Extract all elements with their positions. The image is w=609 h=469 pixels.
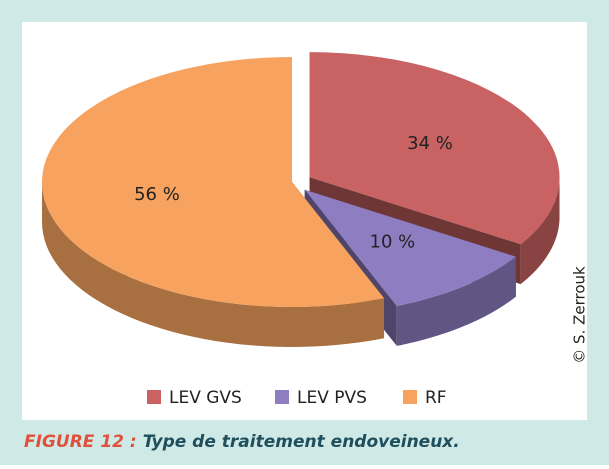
legend-swatch xyxy=(403,390,417,404)
caption-label: FIGURE 12 : xyxy=(24,432,137,452)
slice xyxy=(41,57,385,307)
slice-side xyxy=(520,177,560,285)
legend-label: LEV PVS xyxy=(297,388,367,408)
caption-text: Type de traitement endoveineux. xyxy=(143,432,460,452)
legend-label: LEV GVS xyxy=(169,388,242,408)
slice-side xyxy=(396,256,516,346)
legend-label: RF xyxy=(425,388,447,408)
slice xyxy=(309,52,560,245)
slice-side xyxy=(42,182,385,347)
legend-swatch xyxy=(275,390,289,404)
credit: © S. Zerrouk xyxy=(571,266,589,364)
value-label: 56 % xyxy=(134,184,180,205)
value-label: 34 % xyxy=(407,133,453,154)
legend-swatch xyxy=(147,390,161,404)
slice xyxy=(304,189,516,306)
value-label: 10 % xyxy=(370,232,416,253)
caption: FIGURE 12 : Type de traitement endoveineu… xyxy=(24,432,460,452)
